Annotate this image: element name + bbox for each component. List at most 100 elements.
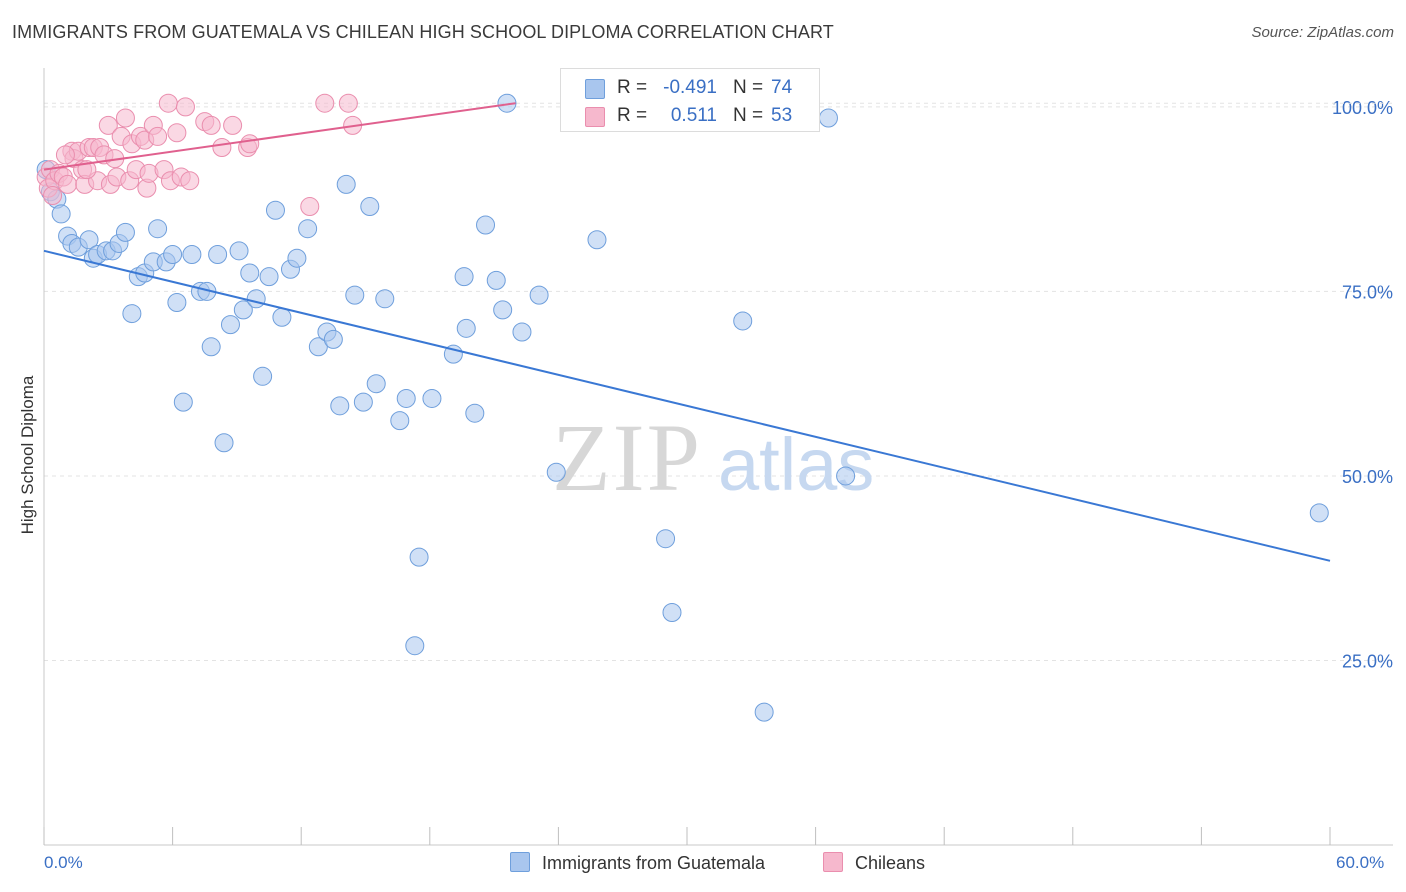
y-tick-label: 75.0% [1342,282,1393,302]
guatemala-point [1309,503,1329,523]
guatemala-point [405,636,425,656]
chart-title: IMMIGRANTS FROM GUATEMALA VS CHILEAN HIG… [12,22,834,42]
guatemala-point [148,219,168,239]
chileans-point [315,93,335,113]
chileans-point [300,197,320,217]
guatemala-point [836,466,856,486]
guatemala-point [662,603,682,622]
chileans-point [223,115,243,135]
y-tick-label: 25.0% [1342,651,1393,671]
guatemala-point [656,529,676,549]
guatemala-point [272,307,292,327]
guatemala-point [336,174,356,194]
chileans-point [43,185,63,205]
legend-swatch-blue [585,79,605,99]
legend-r-label: R = [617,77,648,98]
chileans-point [115,108,135,128]
guatemala-point [733,311,753,331]
series-swatch-blue [510,852,530,872]
guatemala-point [476,215,496,235]
guatemala-point [214,433,234,453]
chileans-point [58,174,78,194]
guatemala-point [454,267,474,287]
guatemala-point [409,547,429,567]
guatemala-point [287,248,307,268]
legend-n-label: N = [733,77,764,98]
guatemala-point [246,289,266,309]
guatemala-point [115,222,135,242]
guatemala-point [497,93,517,113]
legend-r-value: 0.511 [670,105,717,126]
chileans-trendline [43,102,516,171]
chileans-point [180,171,200,191]
guatemala-point [456,318,476,338]
legend-n-value: 74 [771,77,793,98]
x-tick-label-min: 0.0% [44,853,83,872]
guatemala-point [366,374,386,394]
chileans-point [167,123,187,143]
x-tick-label-max: 60.0% [1336,853,1385,872]
guatemala-point [182,245,202,265]
guatemala-point [173,392,193,412]
guatemala-point [265,200,285,220]
chileans-point [148,126,168,146]
guatemala-point [546,462,566,482]
guatemala-trendline [43,249,1331,562]
guatemala-point [79,230,99,250]
guatemala-point [163,245,183,265]
legend-n-value: 53 [771,105,793,126]
chileans-point [98,115,118,135]
legend-r-label: R = [617,105,648,126]
chileans-point [338,93,358,113]
guatemala-point [375,289,395,309]
chileans-point [212,138,232,157]
chileans-point [55,145,75,165]
guatemala-point [229,241,249,261]
legend-row-guatemala: R = -0.491 N = 74 [561,73,819,103]
guatemala-point [308,337,328,357]
guatemala-point [122,304,142,324]
guatemala-point [51,204,71,224]
series-legend-chileans: Chileans [823,852,925,874]
chileans-point [201,115,221,135]
watermark-atlas: atlas [718,423,874,506]
chileans-point [240,134,260,154]
legend-swatch-pink [585,107,605,127]
guatemala-point [465,403,485,423]
guatemala-point [754,702,774,722]
guatemala-point [167,293,187,312]
guatemala-point [233,300,253,320]
guatemala-point [360,197,380,217]
guatemala-point [208,245,228,265]
guatemala-point [422,388,442,408]
chileans-point [158,93,178,113]
series-swatch-pink [823,852,843,872]
guatemala-point [298,219,318,239]
watermark-zip: ZIP [552,404,702,511]
source-label: Source: ZipAtlas.com [1251,24,1394,41]
series-label-chileans: Chileans [855,853,926,873]
series-legend: Immigrants from Guatemala Chileans [0,852,1406,878]
guatemala-point [587,230,607,250]
guatemala-point [253,366,273,386]
guatemala-point [240,263,260,283]
y-tick-label: 100.0% [1332,98,1393,118]
guatemala-point [330,396,350,416]
guatemala-point [323,329,343,349]
legend-row-chileans: R = 0.511 N = 53 [561,101,819,131]
guatemala-point [259,267,279,287]
guatemala-point [493,300,513,320]
guatemala-point [353,392,373,412]
correlation-legend: R = -0.491 N = 74 R = 0.511 N = 53 [560,68,820,132]
guatemala-point [390,411,410,431]
series-label-guatemala: Immigrants from Guatemala [542,853,766,873]
guatemala-point [345,285,365,305]
guatemala-point [220,315,240,335]
legend-r-value: -0.491 [663,77,717,98]
series-legend-guatemala: Immigrants from Guatemala [510,852,765,874]
guatemala-point [512,322,532,342]
y-tick-label: 50.0% [1342,467,1393,487]
guatemala-point [818,108,838,128]
guatemala-point [201,337,221,357]
